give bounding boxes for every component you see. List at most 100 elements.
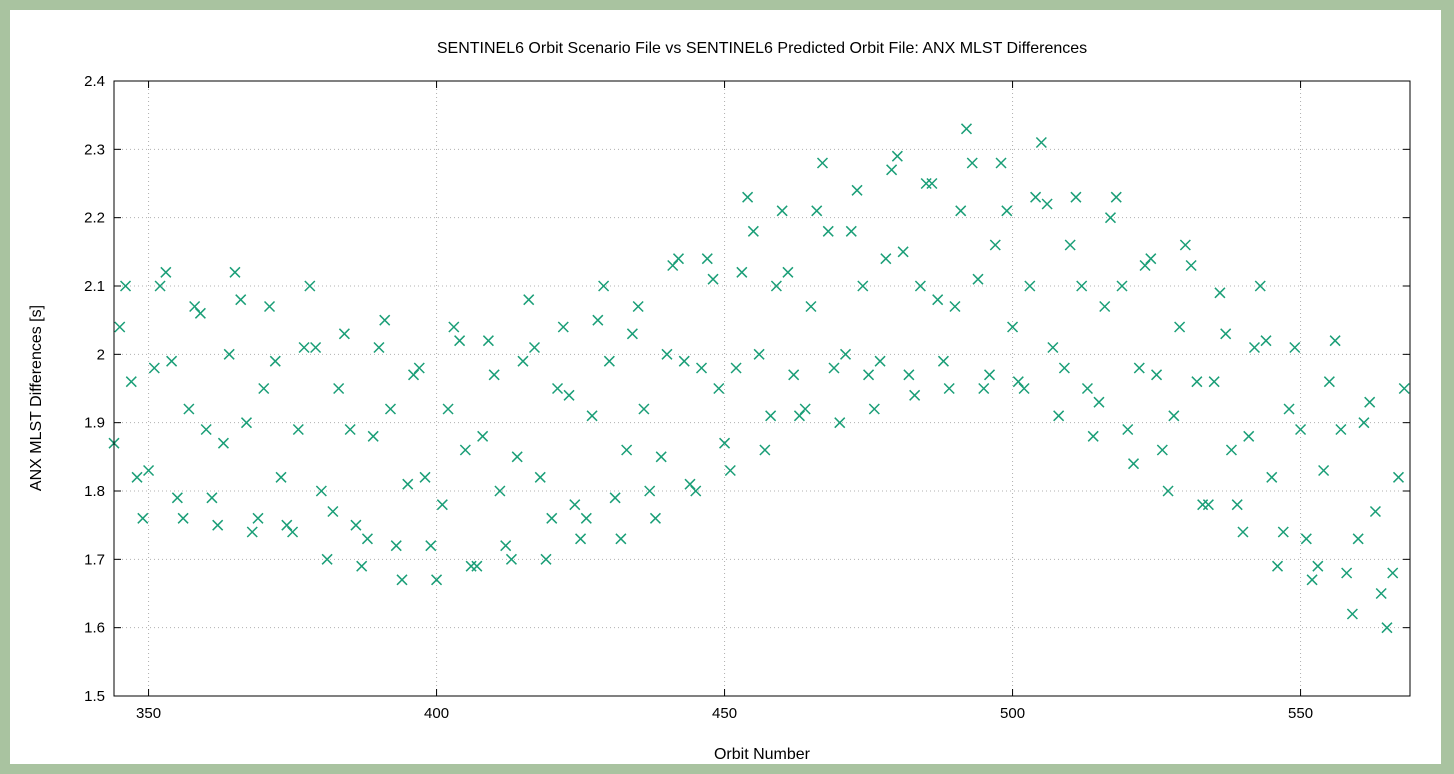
data-point [1151, 369, 1163, 381]
data-point [517, 355, 529, 367]
data-point [960, 123, 973, 135]
data-point [551, 382, 564, 395]
data-point [972, 273, 984, 285]
data-point [1329, 335, 1341, 347]
x-axis-ticks: 350 400 450 500 550 [136, 81, 1313, 722]
data-point [413, 362, 425, 374]
data-point [425, 540, 437, 552]
data-point [880, 253, 892, 265]
data-point [1012, 376, 1024, 388]
data-point [200, 423, 212, 436]
data-point [1254, 280, 1266, 292]
data-point [137, 512, 149, 524]
data-point [989, 239, 1001, 251]
data-point [1312, 560, 1324, 572]
data-point [719, 437, 731, 449]
y-tick-label: 1.9 [84, 415, 105, 432]
y-tick-label: 1.5 [84, 688, 105, 705]
data-point [1058, 362, 1070, 374]
data-point [1110, 191, 1122, 203]
data-point [505, 553, 517, 565]
data-point [966, 157, 978, 169]
data-point [321, 553, 333, 565]
data-point [770, 280, 782, 292]
x-tick-label: 400 [424, 705, 449, 722]
data-point [1076, 280, 1088, 292]
data-point [431, 574, 443, 586]
data-point [1191, 376, 1203, 388]
data-point [678, 355, 690, 367]
data-point [1122, 423, 1134, 436]
data-point [1197, 499, 1209, 511]
data-point [292, 423, 304, 436]
data-point [143, 464, 155, 477]
data-point [1369, 505, 1381, 518]
data-point [742, 191, 754, 203]
data-point [753, 348, 765, 360]
data-point [667, 259, 679, 272]
data-point [125, 376, 137, 388]
data-point [482, 335, 494, 347]
data-point [793, 410, 805, 422]
data-point [1341, 567, 1353, 579]
data-point [448, 321, 460, 333]
data-point [384, 403, 397, 415]
data-point [275, 471, 287, 483]
data-point [983, 369, 996, 381]
grid-lines [114, 81, 1410, 696]
data-point [1295, 423, 1307, 436]
data-point [119, 280, 132, 292]
data-point [839, 348, 852, 360]
data-point [367, 430, 379, 442]
data-point [1358, 417, 1370, 429]
data-point [1248, 341, 1261, 354]
data-point [747, 225, 759, 237]
data-point [1145, 253, 1157, 265]
data-point [477, 430, 489, 442]
data-point [621, 444, 633, 456]
data-point [580, 512, 592, 524]
data-point [396, 574, 408, 586]
data-point [171, 492, 183, 504]
data-point [857, 280, 869, 292]
plot-border [113, 80, 1411, 697]
data-point [1127, 458, 1140, 470]
data-point [713, 382, 725, 395]
data-point [845, 225, 857, 237]
data-point [229, 266, 241, 278]
data-point [1001, 205, 1013, 217]
data-point [701, 253, 713, 265]
y-tick-label: 2.4 [84, 73, 105, 90]
data-points [108, 123, 1410, 634]
data-point [782, 266, 794, 278]
data-point [315, 485, 327, 497]
data-point [1104, 212, 1117, 224]
data-point [160, 266, 172, 278]
data-point [333, 382, 345, 395]
data-point [361, 533, 373, 545]
data-point [454, 335, 466, 347]
data-point [402, 478, 414, 490]
data-point [644, 485, 656, 497]
data-point [436, 499, 448, 511]
data-point [1214, 287, 1226, 299]
data-point [540, 553, 552, 565]
data-point [759, 444, 771, 456]
data-point [511, 451, 523, 463]
data-point [1260, 335, 1272, 347]
y-tick-label: 2 [97, 346, 105, 363]
y-tick-label: 2.1 [84, 278, 105, 295]
data-point [1381, 622, 1393, 634]
data-point [978, 382, 990, 395]
data-point [1387, 567, 1399, 579]
data-point [920, 177, 932, 190]
x-axis-title: Orbit Number [714, 746, 811, 763]
data-point [114, 321, 126, 333]
y-tick-label: 2.3 [84, 141, 105, 158]
data-point [1139, 259, 1151, 272]
data-point [557, 321, 569, 333]
data-point [724, 464, 736, 477]
data-point [914, 280, 926, 292]
data-point [822, 225, 834, 237]
data-point [834, 417, 846, 429]
